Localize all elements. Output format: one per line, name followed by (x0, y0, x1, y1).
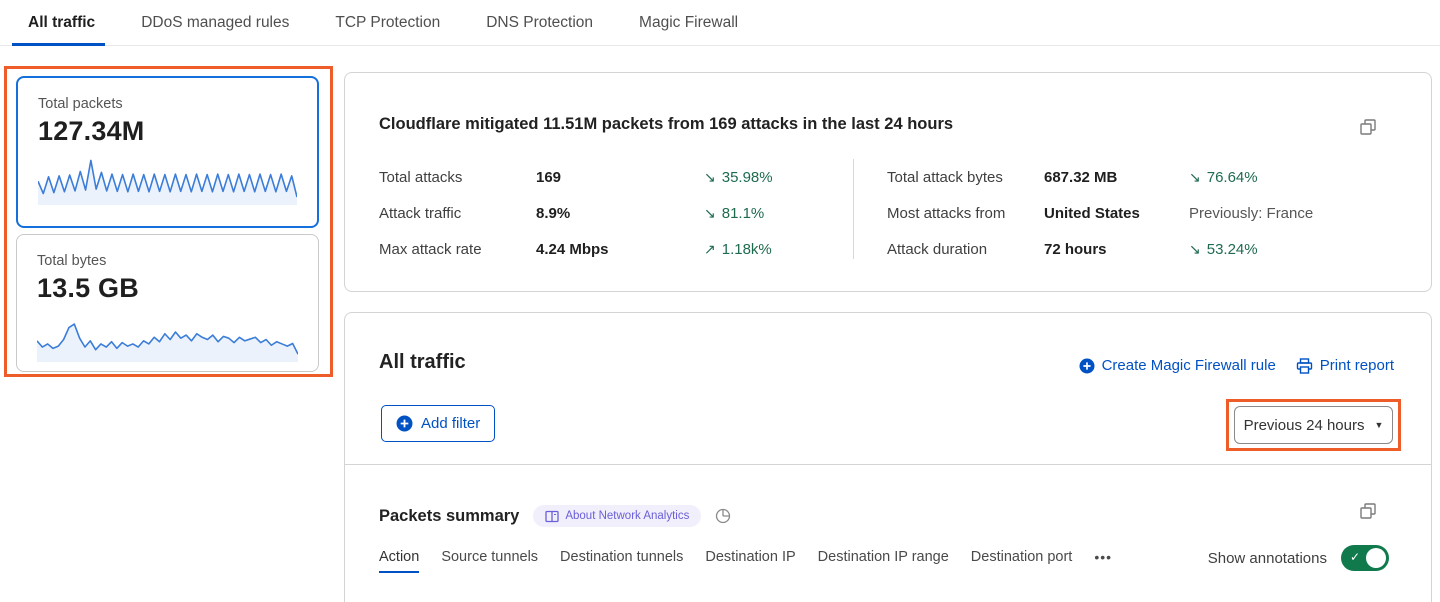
stat-value: 72 hours (1044, 240, 1107, 258)
packets-summary-title: Packets summary (379, 506, 520, 525)
copy-icon[interactable] (1360, 119, 1377, 136)
annotation-highlight-cards (4, 66, 333, 377)
book-icon (545, 510, 559, 522)
stats-divider (853, 159, 854, 259)
more-tabs-button[interactable]: ••• (1094, 549, 1113, 565)
summary-tab-destination-tunnels[interactable]: Destination tunnels (560, 549, 684, 565)
about-network-analytics-badge[interactable]: About Network Analytics (533, 505, 702, 527)
trend-delta: 35.98% (721, 168, 773, 186)
trend-delta: 76.64% (1206, 168, 1258, 186)
total-packets-value: 127.34M (38, 116, 145, 146)
stat-label: Most attacks from (887, 204, 1006, 222)
trend-up-icon: ↗ (704, 240, 716, 257)
stat-label: Total attack bytes (887, 168, 1003, 186)
stat-trend: Previously: France (1189, 205, 1407, 222)
stat-value: United States (1044, 204, 1140, 222)
trend-delta: Previously: France (1189, 204, 1314, 222)
show-annotations-control: Show annotations ✓ (1208, 545, 1389, 571)
pie-chart-icon (716, 508, 731, 524)
stat-max-attack-rate: Max attack rate 4.24 Mbps ↗ 1.18k% (379, 231, 841, 267)
total-packets-card[interactable]: Total packets 127.34M (16, 76, 319, 228)
stat-value: 8.9% (536, 204, 571, 222)
stat-label: Attack traffic (379, 204, 462, 222)
trend-delta: 1.18k% (721, 240, 772, 258)
stat-total-attack-bytes: Total attack bytes 687.32 MB ↘ 76.64% (887, 159, 1407, 195)
tab-tcp-protection[interactable]: TCP Protection (335, 13, 441, 31)
stat-value: 169 (536, 168, 562, 186)
toggle-knob (1366, 548, 1386, 568)
tab-ddos-managed-rules[interactable]: DDoS managed rules (141, 13, 290, 31)
create-magic-firewall-rule-link[interactable]: Create Magic Firewall rule (1079, 357, 1276, 374)
tab-magic-firewall[interactable]: Magic Firewall (639, 13, 739, 31)
stat-attack-duration: Attack duration 72 hours ↘ 53.24% (887, 231, 1407, 267)
stat-label: Max attack rate (379, 240, 482, 258)
chevron-down-icon: ▼ (1374, 420, 1384, 430)
trend-delta: 81.1% (721, 204, 765, 222)
trend-down-icon: ↘ (1189, 240, 1201, 257)
show-annotations-toggle[interactable]: ✓ (1341, 545, 1389, 571)
packets-summary-header: Packets summary About Network Analytics (379, 505, 731, 527)
annotation-highlight-dropdown (1226, 399, 1401, 451)
trend-down-icon: ↘ (704, 168, 716, 185)
stat-trend: ↘ 35.98% (704, 169, 841, 186)
summary-tab-action[interactable]: Action (379, 549, 420, 573)
total-packets-label: Total packets (38, 96, 123, 112)
stat-value: 687.32 MB (1044, 168, 1118, 186)
plus-circle-icon (1079, 358, 1095, 373)
section-divider (345, 464, 1431, 465)
add-filter-label: Add filter (421, 415, 481, 432)
mitigation-summary-title: Cloudflare mitigated 11.51M packets from… (379, 115, 954, 133)
total-bytes-label: Total bytes (37, 253, 107, 269)
stat-trend: ↘ 53.24% (1189, 241, 1407, 258)
check-icon: ✓ (1350, 550, 1361, 564)
printer-icon (1296, 357, 1312, 374)
stat-attack-traffic: Attack traffic 8.9% ↘ 81.1% (379, 195, 841, 231)
total-packets-sparkline (38, 153, 297, 205)
summary-tab-destination-ip[interactable]: Destination IP (705, 549, 796, 565)
create-rule-label: Create Magic Firewall rule (1101, 357, 1276, 374)
top-tab-bar: All traffic DDoS managed rules TCP Prote… (0, 0, 1440, 46)
stat-label: Total attacks (379, 168, 463, 186)
stat-most-attacks-from: Most attacks from United States Previous… (887, 195, 1407, 231)
show-annotations-label: Show annotations (1207, 549, 1327, 567)
total-bytes-value: 13.5 GB (37, 273, 139, 303)
print-report-label: Print report (1319, 357, 1394, 374)
time-range-dropdown[interactable]: Previous 24 hours ▼ (1234, 406, 1393, 444)
total-bytes-card[interactable]: Total bytes 13.5 GB (16, 234, 319, 372)
stat-trend: ↘ 76.64% (1189, 169, 1407, 186)
print-report-link[interactable]: Print report (1296, 357, 1394, 374)
trend-down-icon: ↘ (1189, 168, 1201, 185)
summary-tab-destination-ip-range[interactable]: Destination IP range (817, 549, 949, 565)
stats-column-right: Total attack bytes 687.32 MB ↘ 76.64% Mos… (887, 159, 1407, 267)
about-badge-label: About Network Analytics (565, 510, 690, 522)
trend-delta: 53.24% (1206, 240, 1258, 258)
stat-label: Attack duration (887, 240, 988, 258)
tab-all-traffic[interactable]: All traffic (11, 0, 106, 46)
stat-value: 4.24 Mbps (536, 240, 609, 258)
stats-column-left: Total attacks 169 ↘ 35.98% Attack traffic… (379, 159, 841, 267)
all-traffic-title: All traffic (379, 351, 466, 373)
stat-total-attacks: Total attacks 169 ↘ 35.98% (379, 159, 841, 195)
tab-dns-protection[interactable]: DNS Protection (486, 13, 594, 31)
summary-tab-source-tunnels[interactable]: Source tunnels (441, 549, 539, 565)
stat-trend: ↘ 81.1% (704, 205, 841, 222)
all-traffic-panel: All traffic Create Magic Firewall rule P… (344, 312, 1432, 602)
plus-circle-icon (396, 415, 413, 432)
traffic-header-links: Create Magic Firewall rule Print report (1079, 357, 1394, 374)
mitigation-summary-panel: Cloudflare mitigated 11.51M packets from… (344, 72, 1432, 292)
add-filter-button[interactable]: Add filter (381, 405, 496, 442)
packets-summary-tab-bar: Action Source tunnels Destination tunnel… (379, 549, 1112, 573)
summary-tab-destination-port[interactable]: Destination port (970, 549, 1073, 565)
stat-trend: ↗ 1.18k% (704, 241, 841, 258)
copy-icon[interactable] (1360, 503, 1377, 520)
trend-down-icon: ↘ (704, 204, 716, 221)
time-range-value: Previous 24 hours (1243, 416, 1365, 434)
total-bytes-sparkline (37, 310, 298, 362)
